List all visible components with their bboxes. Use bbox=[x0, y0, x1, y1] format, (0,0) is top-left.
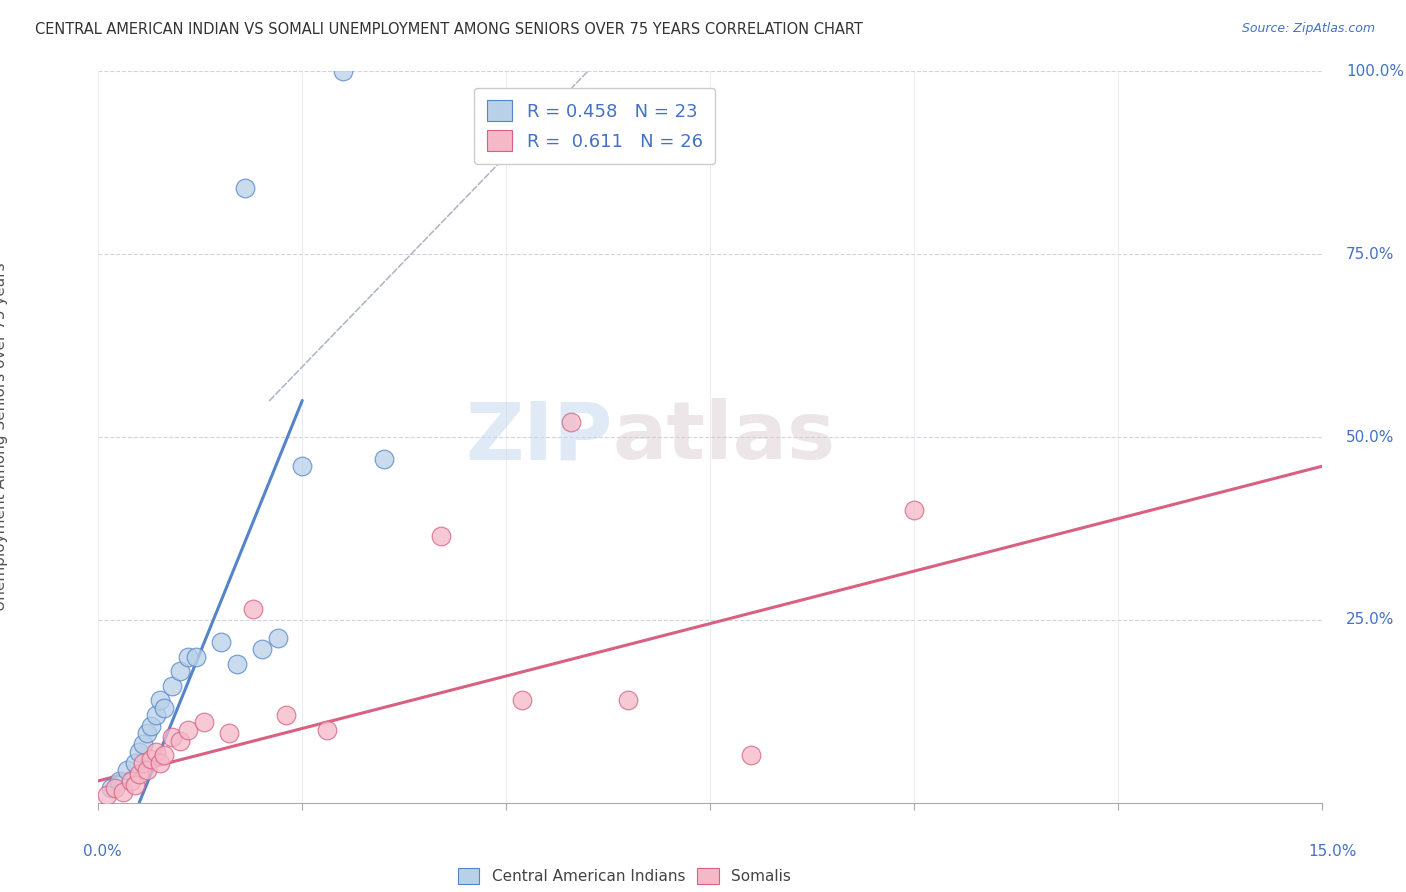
Point bbox=[373, 452, 395, 467]
Point bbox=[430, 529, 453, 543]
Text: 25.0%: 25.0% bbox=[1346, 613, 1395, 627]
Point bbox=[315, 723, 337, 737]
Point bbox=[124, 777, 146, 792]
Point bbox=[111, 785, 134, 799]
Point bbox=[177, 723, 200, 737]
Point bbox=[209, 635, 232, 649]
Point bbox=[132, 737, 155, 751]
Point bbox=[108, 773, 131, 788]
Point bbox=[169, 664, 191, 678]
Point bbox=[291, 459, 314, 474]
Point bbox=[250, 642, 273, 657]
Point bbox=[233, 181, 256, 195]
Legend: Central American Indians, Somalis: Central American Indians, Somalis bbox=[451, 862, 797, 890]
Point bbox=[152, 700, 174, 714]
Point bbox=[512, 693, 534, 707]
Point bbox=[100, 781, 122, 796]
Point bbox=[136, 763, 159, 777]
Point bbox=[160, 730, 183, 744]
Text: Source: ZipAtlas.com: Source: ZipAtlas.com bbox=[1241, 22, 1375, 36]
Text: Unemployment Among Seniors over 75 years: Unemployment Among Seniors over 75 years bbox=[0, 263, 8, 611]
Point bbox=[141, 752, 163, 766]
Point bbox=[177, 649, 200, 664]
Point bbox=[617, 693, 640, 707]
Point bbox=[120, 773, 142, 788]
Point bbox=[242, 602, 264, 616]
Point bbox=[149, 693, 172, 707]
Point bbox=[560, 416, 582, 430]
Point bbox=[96, 789, 118, 803]
Point bbox=[115, 763, 138, 777]
Point bbox=[267, 632, 290, 646]
Point bbox=[226, 657, 249, 671]
Point bbox=[145, 745, 167, 759]
Point bbox=[128, 745, 150, 759]
Text: 15.0%: 15.0% bbox=[1309, 845, 1357, 859]
Point bbox=[104, 781, 127, 796]
Point bbox=[274, 708, 297, 723]
Text: atlas: atlas bbox=[612, 398, 835, 476]
Point bbox=[132, 756, 155, 770]
Text: ZIP: ZIP bbox=[465, 398, 612, 476]
Point bbox=[186, 649, 208, 664]
Point bbox=[193, 715, 215, 730]
Text: 75.0%: 75.0% bbox=[1346, 247, 1395, 261]
Point bbox=[141, 719, 163, 733]
Point bbox=[218, 726, 240, 740]
Point bbox=[740, 748, 762, 763]
Point bbox=[903, 503, 925, 517]
Point bbox=[145, 708, 167, 723]
Point bbox=[169, 733, 191, 747]
Point bbox=[128, 766, 150, 780]
Point bbox=[149, 756, 172, 770]
Point bbox=[160, 679, 183, 693]
Text: 0.0%: 0.0% bbox=[83, 845, 122, 859]
Point bbox=[152, 748, 174, 763]
Point bbox=[136, 726, 159, 740]
Point bbox=[124, 756, 146, 770]
Text: 50.0%: 50.0% bbox=[1346, 430, 1395, 444]
Text: CENTRAL AMERICAN INDIAN VS SOMALI UNEMPLOYMENT AMONG SENIORS OVER 75 YEARS CORRE: CENTRAL AMERICAN INDIAN VS SOMALI UNEMPL… bbox=[35, 22, 863, 37]
Text: 100.0%: 100.0% bbox=[1346, 64, 1405, 78]
Point bbox=[332, 64, 354, 78]
